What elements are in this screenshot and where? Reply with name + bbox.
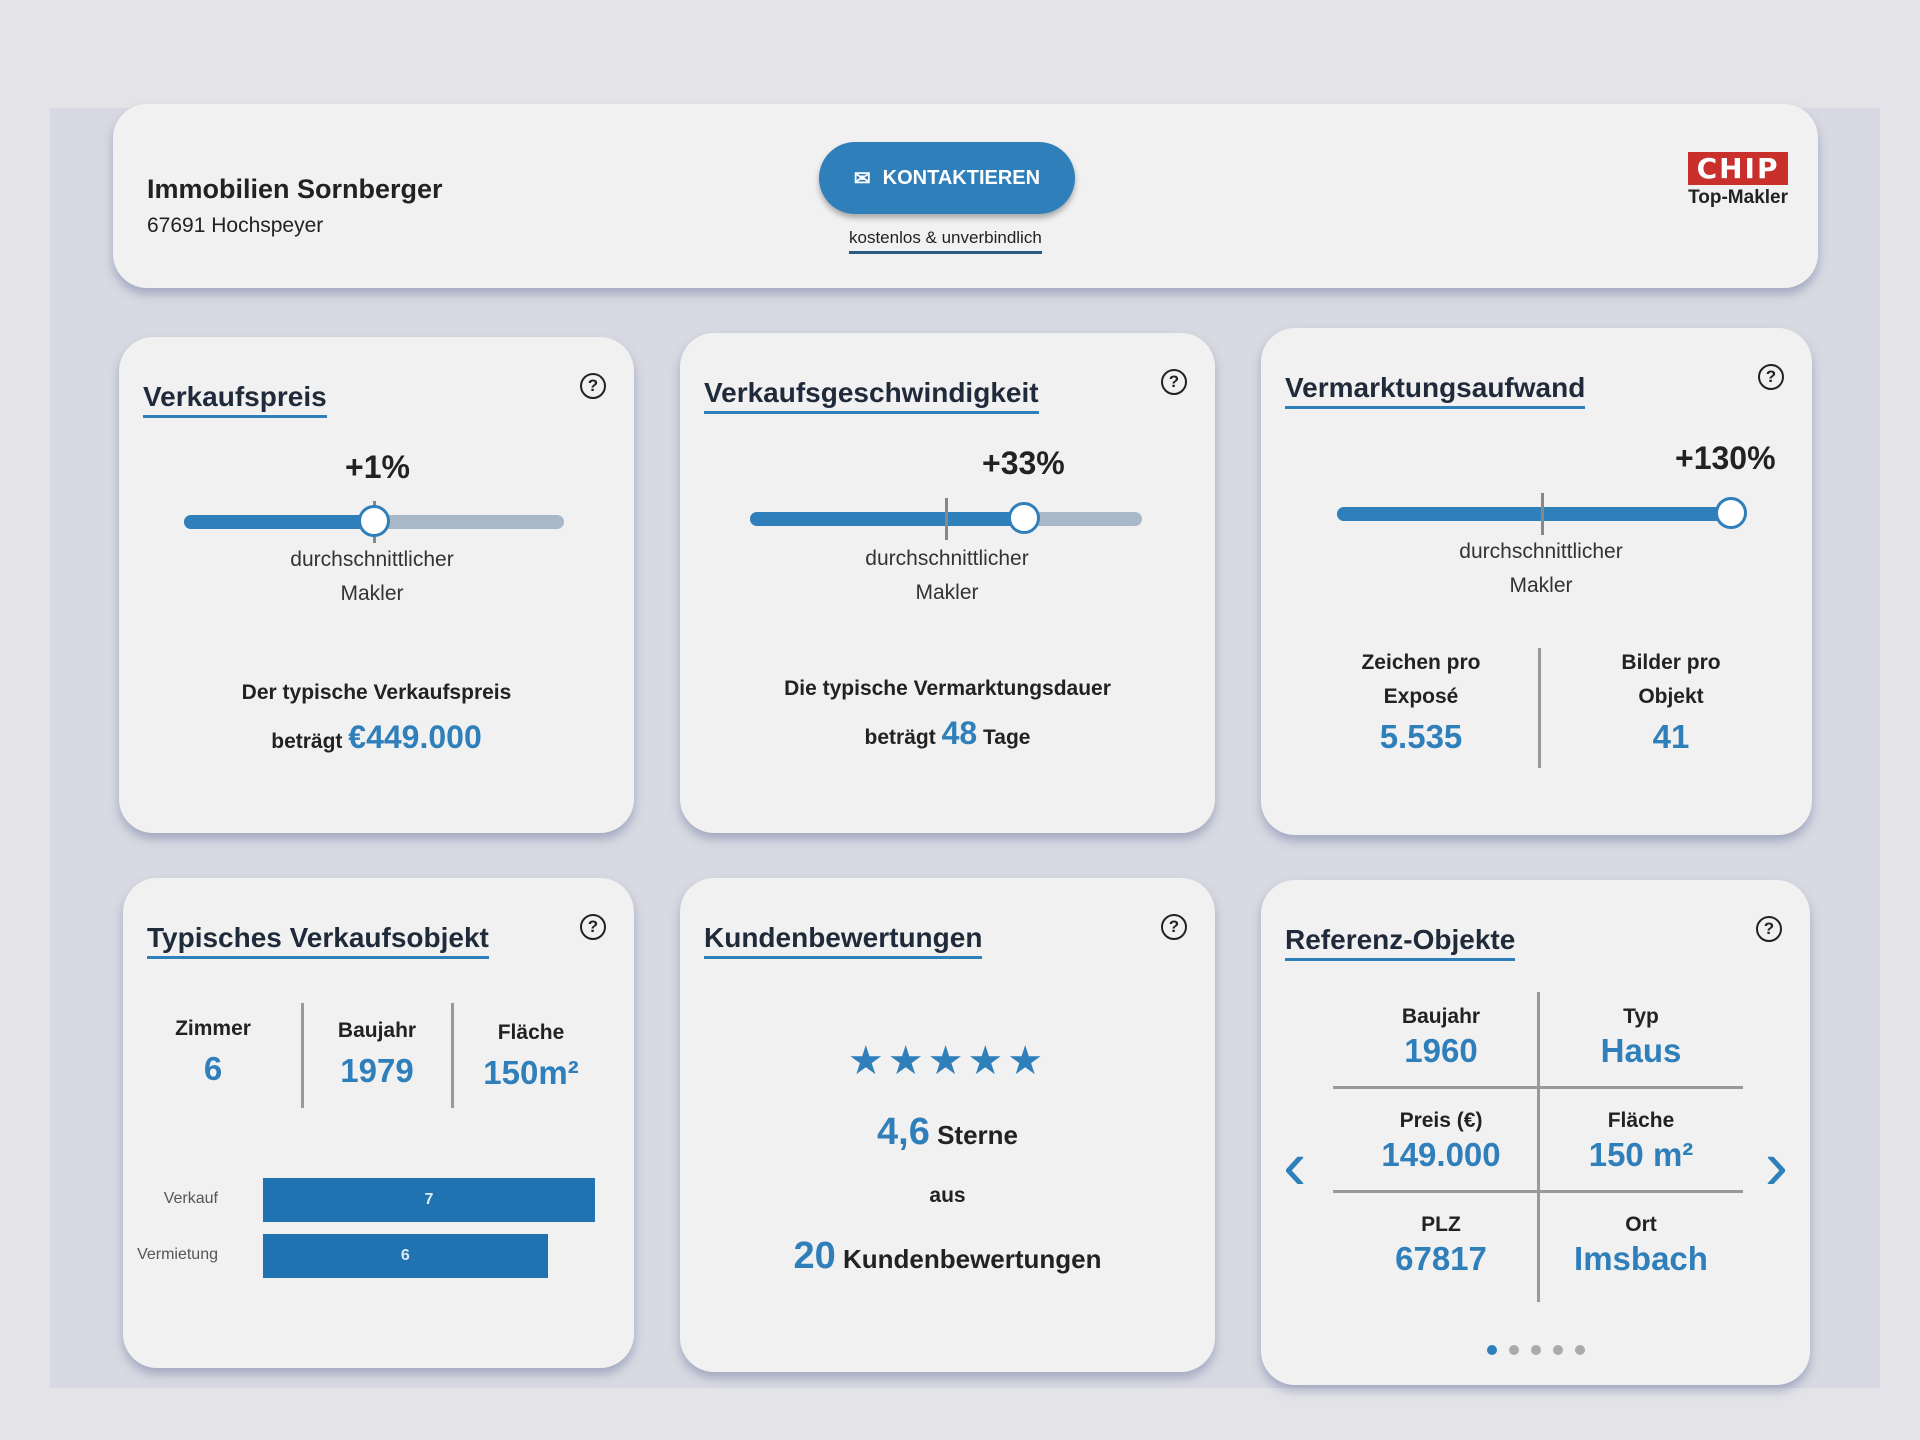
divider — [1537, 992, 1540, 1302]
help-icon[interactable]: ? — [1758, 364, 1784, 390]
slider-knob — [358, 505, 390, 537]
carousel-dot[interactable] — [1552, 1345, 1563, 1355]
price-text: Der typische Verkaufspreis beträgt €449.… — [241, 681, 512, 755]
divider — [1333, 1086, 1743, 1089]
carousel-dot[interactable] — [1574, 1345, 1585, 1355]
card-kundenbewertungen: Kundenbewertungen ? ★★★★★ 4,6 Sterne aus… — [680, 878, 1215, 1372]
bar-verkauf: 7 — [263, 1178, 595, 1222]
card-vermarktungsaufwand: Vermarktungsaufwand ? +130% durchschnitt… — [1261, 328, 1812, 835]
slider — [1337, 493, 1747, 535]
card-title: Kundenbewertungen — [704, 922, 983, 959]
slider — [184, 501, 564, 543]
card-title: Verkaufspreis — [143, 381, 327, 418]
help-icon[interactable]: ? — [580, 373, 606, 399]
next-arrow-icon[interactable]: › — [1764, 1126, 1788, 1204]
contact-button[interactable]: ✉ KONTAKTIEREN — [819, 142, 1075, 214]
divider — [1333, 1190, 1743, 1193]
stat-images-per-object: Bilder pro Objekt 41 — [1621, 651, 1721, 755]
card-verkaufspreis: Verkaufspreis ? +1% durchschnittlicher Ma… — [119, 337, 634, 833]
percent-value: +130% — [1675, 440, 1776, 476]
average-marker — [945, 498, 948, 540]
average-label: durchschnittlicher Makler — [290, 548, 454, 605]
company-name: Immobilien Sornberger — [147, 174, 443, 204]
divider — [1538, 648, 1541, 768]
slider — [750, 498, 1142, 540]
help-icon[interactable]: ? — [1161, 914, 1187, 940]
help-icon[interactable]: ? — [1161, 369, 1187, 395]
chip-top-makler-logo: CHIP Top-Makler — [1688, 152, 1788, 209]
ref-price: Preis (€) 149.000 — [1381, 1109, 1501, 1173]
ref-area: Fläche 150 m² — [1588, 1109, 1694, 1173]
price-value: €449.000 — [348, 719, 482, 755]
help-icon[interactable]: ? — [580, 914, 606, 940]
contact-subtitle: kostenlos & unverbindlich — [849, 228, 1042, 254]
contact-label: KONTAKTIEREN — [882, 166, 1041, 189]
duration-text: Die typische Vermarktungsdauer beträgt 4… — [784, 677, 1111, 751]
stat-area: Fläche 150m² — [483, 1021, 579, 1091]
carousel-dots[interactable] — [1261, 1345, 1810, 1355]
card-title: Typisches Verkaufsobjekt — [147, 922, 489, 959]
slider-fill — [750, 512, 1025, 526]
percent-value: +1% — [345, 449, 410, 485]
bar-label: Vermietung — [137, 1246, 218, 1263]
card-title: Vermarktungsaufwand — [1285, 372, 1586, 409]
star-rating-icon: ★★★★★ — [847, 1039, 1048, 1083]
ref-year: Baujahr 1960 — [1401, 1005, 1481, 1069]
card-verkaufsgeschwindigkeit: Verkaufsgeschwindigkeit ? +33% durchschn… — [680, 333, 1215, 833]
slider-knob — [1714, 497, 1747, 529]
slider-fill — [184, 515, 374, 529]
stat-year: Baujahr 1979 — [337, 1019, 417, 1089]
from-text: aus — [929, 1184, 966, 1207]
card-typisches-verkaufsobjekt: Typisches Verkaufsobjekt ? Zimmer 6 Bauja… — [123, 878, 634, 1368]
carousel-dot[interactable] — [1530, 1345, 1541, 1355]
percent-value: +33% — [982, 445, 1065, 481]
divider — [451, 1003, 454, 1108]
average-marker — [1541, 493, 1544, 535]
carousel-dot[interactable] — [1486, 1345, 1497, 1355]
average-label: durchschnittlicher Makler — [1459, 540, 1623, 597]
slider-knob — [1008, 502, 1041, 534]
duration-value: 48 — [941, 715, 978, 751]
rating-text: 4,6 Sterne — [877, 1111, 1018, 1153]
divider — [301, 1003, 304, 1108]
review-count: 20 Kundenbewertungen — [793, 1235, 1102, 1277]
slider-fill — [1337, 507, 1731, 521]
help-icon[interactable]: ? — [1756, 916, 1782, 942]
ref-zip: PLZ 67817 — [1395, 1213, 1487, 1277]
logo-text: CHIP — [1688, 152, 1788, 185]
stat-rooms: Zimmer 6 — [175, 1017, 251, 1087]
bar-vermietung: 6 — [263, 1234, 548, 1278]
carousel-dot[interactable] — [1508, 1345, 1519, 1355]
card-title: Referenz-Objekte — [1285, 924, 1516, 961]
ref-city: Ort Imsbach — [1574, 1213, 1708, 1277]
average-label: durchschnittlicher Makler — [865, 547, 1029, 604]
prev-arrow-icon[interactable]: ‹ — [1283, 1126, 1307, 1204]
bar-label: Verkauf — [163, 1190, 218, 1207]
card-referenz-objekte: Referenz-Objekte ? Baujahr 1960 Typ Haus P… — [1261, 880, 1810, 1385]
stat-chars-per-expose: Zeichen pro Exposé 5.535 — [1361, 651, 1481, 755]
agent-header: Immobilien Sornberger 67691 Hochspeyer ✉… — [113, 104, 1818, 288]
ref-type: Typ Haus — [1600, 1005, 1682, 1069]
mail-icon: ✉ — [853, 167, 871, 190]
card-title: Verkaufsgeschwindigkeit — [704, 377, 1039, 414]
logo-subtitle: Top-Makler — [1688, 187, 1788, 208]
company-address: 67691 Hochspeyer — [147, 214, 324, 237]
